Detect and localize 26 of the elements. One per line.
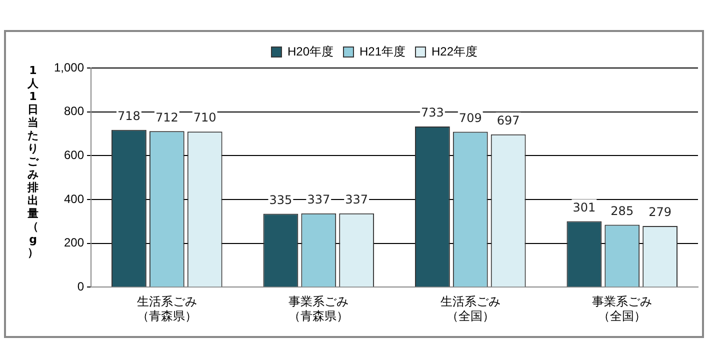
data-label: 285 xyxy=(610,204,634,218)
data-label: 710 xyxy=(193,110,216,125)
y-tick-label: 200 xyxy=(64,236,84,250)
y-tick-label: 400 xyxy=(64,192,84,206)
y-tick-label: 800 xyxy=(64,104,84,118)
data-label: 337 xyxy=(307,192,330,206)
x-tick-label: 生活系ごみ（全国） xyxy=(440,294,500,324)
y-tick-label: 0 xyxy=(77,280,84,294)
data-label: 301 xyxy=(572,200,596,214)
data-label: 335 xyxy=(269,192,292,207)
data-label: 718 xyxy=(118,108,140,123)
data-label: 279 xyxy=(648,205,672,220)
text: 1人1日当たりごみ排出量（g） xyxy=(28,64,38,259)
data-label: 337 xyxy=(345,192,368,206)
x-tick-label: 生活系ごみ（青森県） xyxy=(136,294,197,324)
data-label: 709 xyxy=(458,110,482,125)
x-tick-label: 事業系ごみ（全国） xyxy=(592,294,652,324)
data-label: 733 xyxy=(420,106,444,120)
data-label: 697 xyxy=(496,114,520,128)
data-label: 712 xyxy=(155,110,178,124)
y-tick-label: 1,000 xyxy=(54,60,84,74)
x-tick-label: 事業系ごみ（青森県） xyxy=(288,294,349,324)
legend-label: H20年度 xyxy=(287,44,334,58)
y-tick-label: 600 xyxy=(64,148,84,162)
legend-label: H22年度 xyxy=(432,44,478,58)
legend-label: H21年度 xyxy=(359,44,406,58)
